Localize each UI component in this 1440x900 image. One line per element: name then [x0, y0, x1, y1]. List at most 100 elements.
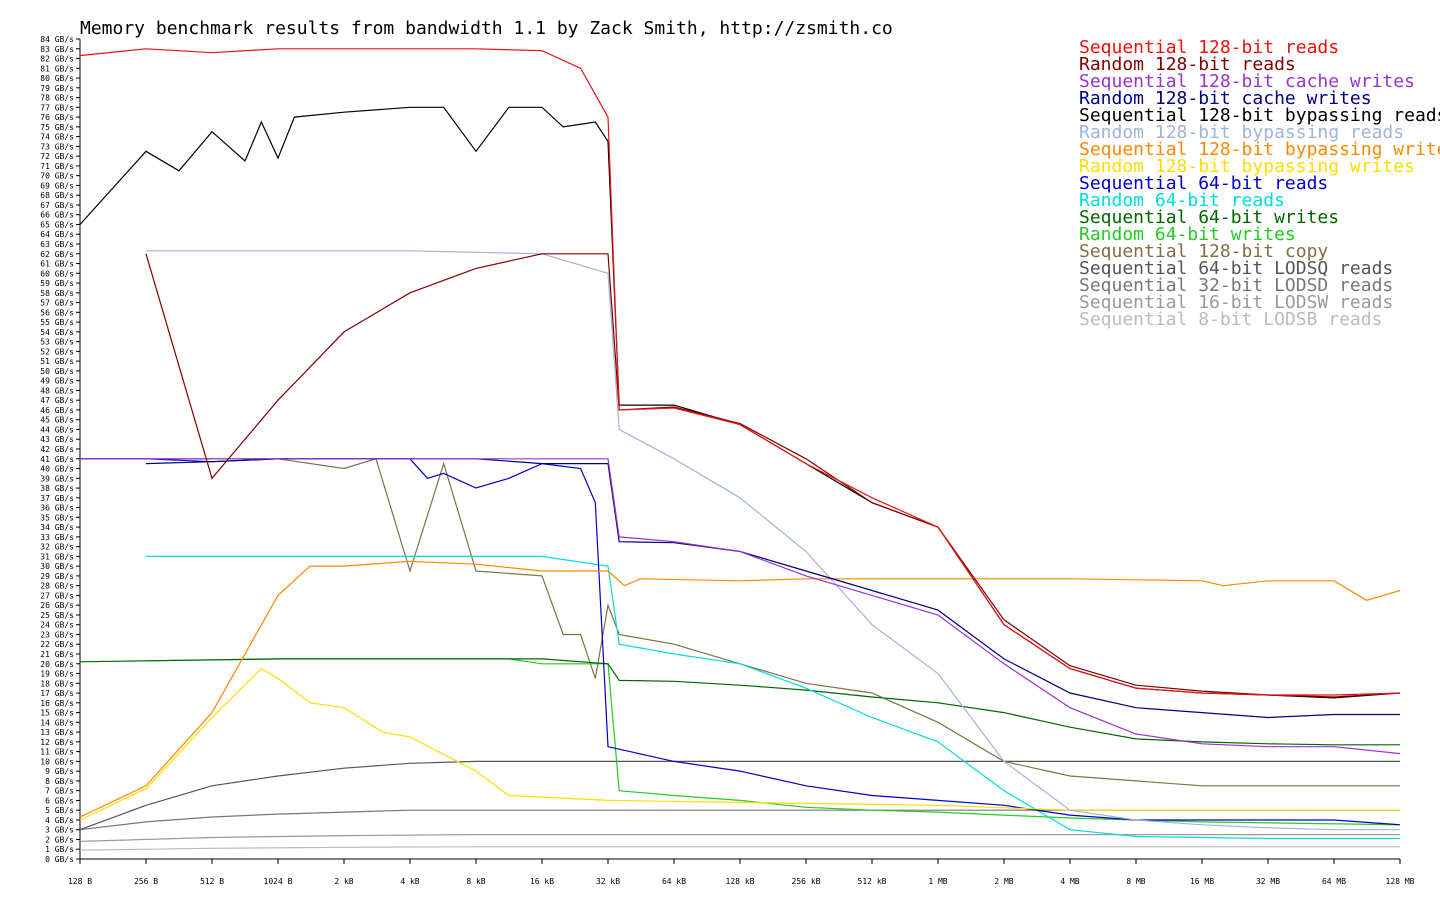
legend-entry-sequential-128-bit-cache-writes: Sequential 128-bit cache writes [1079, 71, 1415, 92]
y-tick-label: 55 GB/s [40, 318, 74, 327]
legend-entry-sequential-64-bit-lodsq-reads: Sequential 64-bit LODSQ reads [1079, 258, 1393, 279]
series-line-sequential-32-bit-lodsd-reads [79, 809, 1400, 831]
y-tick-label: 64 GB/s [40, 230, 74, 239]
x-tick-label: 64 kB [662, 877, 686, 886]
x-tick-label: 1024 B [264, 877, 293, 886]
y-tick-label: 69 GB/s [40, 181, 74, 190]
y-tick-label: 46 GB/s [40, 406, 74, 415]
series-line-sequential-64-bit-lodsq-reads [79, 760, 1400, 831]
y-tick-label: 37 GB/s [40, 494, 74, 503]
x-tick-label: 256 B [134, 877, 158, 886]
x-tick-label: 16 MB [1190, 877, 1214, 886]
x-tick-label: 512 B [200, 877, 224, 886]
y-tick-label: 34 GB/s [40, 523, 74, 532]
y-tick-label: 42 GB/s [40, 445, 74, 454]
chart-title: Memory benchmark results from bandwidth … [80, 18, 893, 39]
y-tick-label: 58 GB/s [40, 289, 74, 298]
y-tick-label: 39 GB/s [40, 474, 74, 483]
y-tick-label: 3 GB/s [45, 826, 74, 835]
series-line-random-128-bit-reads [145, 253, 1401, 698]
x-tick-label: 1 MB [928, 877, 947, 886]
y-tick-label: 75 GB/s [40, 123, 74, 132]
y-tick-label: 33 GB/s [40, 533, 74, 542]
y-tick-label: 20 GB/s [40, 660, 74, 669]
legend-entry-sequential-128-bit-reads: Sequential 128-bit reads [1079, 37, 1339, 58]
y-tick-label: 47 GB/s [40, 396, 74, 405]
y-tick-label: 27 GB/s [40, 591, 74, 600]
y-tick-label: 83 GB/s [40, 45, 74, 54]
y-tick-label: 22 GB/s [40, 640, 74, 649]
legend-entry-sequential-128-bit-copy: Sequential 128-bit copy [1079, 241, 1328, 262]
y-tick-label: 14 GB/s [40, 718, 74, 727]
series-line-sequential-64-bit-writes [79, 658, 1400, 746]
y-tick-label: 59 GB/s [40, 279, 74, 288]
y-tick-label: 80 GB/s [40, 74, 74, 83]
y-tick-label: 29 GB/s [40, 572, 74, 581]
x-tick-label: 32 MB [1256, 877, 1280, 886]
y-tick-label: 70 GB/s [40, 172, 74, 181]
x-tick-label: 8 MB [1126, 877, 1145, 886]
series-line-sequential-128-bit-bypassing-writes [79, 560, 1401, 818]
legend-entry-sequential-64-bit-reads: Sequential 64-bit reads [1079, 173, 1328, 194]
y-tick-label: 21 GB/s [40, 650, 74, 659]
y-tick-label: 35 GB/s [40, 513, 74, 522]
x-tick-label: 64 MB [1322, 877, 1346, 886]
series-lines [79, 48, 1401, 851]
x-tick-label: 2 kB [334, 877, 353, 886]
series-line-random-128-bit-bypassing-writes [79, 667, 1400, 821]
series-line-random-128-bit-bypassing-reads [146, 250, 1400, 831]
legend-entry-random-64-bit-reads: Random 64-bit reads [1079, 190, 1285, 211]
y-tick-label: 2 GB/s [45, 835, 74, 844]
x-tick-label: 2 MB [994, 877, 1013, 886]
y-tick-label: 7 GB/s [45, 787, 74, 796]
legend-entry-random-128-bit-cache-writes: Random 128-bit cache writes [1079, 88, 1372, 109]
y-tick-label: 74 GB/s [40, 133, 74, 142]
legend-entry-sequential-32-bit-lodsd-reads: Sequential 32-bit LODSD reads [1079, 275, 1393, 296]
y-tick-label: 50 GB/s [40, 367, 74, 376]
y-tick-label: 12 GB/s [40, 738, 74, 747]
y-tick-label: 30 GB/s [40, 562, 74, 571]
y-tick-label: 84 GB/s [40, 35, 74, 44]
y-tick-label: 41 GB/s [40, 455, 74, 464]
legend-entry-sequential-128-bit-bypassing-reads: Sequential 128-bit bypassing reads [1079, 105, 1440, 126]
y-tick-label: 17 GB/s [40, 689, 74, 698]
series-line-sequential-128-bit-reads [79, 48, 1401, 696]
y-tick-label: 25 GB/s [40, 611, 74, 620]
legend-entry-random-128-bit-bypassing-writes: Random 128-bit bypassing writes [1079, 156, 1415, 177]
y-tick-label: 82 GB/s [40, 55, 74, 64]
series-line-random-128-bit-cache-writes [145, 458, 1400, 719]
x-tick-label: 32 kB [596, 877, 620, 886]
x-tick-label: 8 kB [466, 877, 485, 886]
x-axis-ticks: 128 B 256 B 512 B 1024 B 2 kB 4 kB 8 kB 16 kB 32… [68, 859, 1415, 886]
legend-entry-sequential-8-bit-lodsb-reads: Sequential 8-bit LODSB reads [1079, 309, 1382, 330]
series-line-sequential-8-bit-lodsb-reads [79, 846, 1400, 851]
y-tick-label: 0 GB/s [45, 855, 74, 864]
legend-entry-random-128-bit-reads: Random 128-bit reads [1079, 54, 1296, 75]
y-tick-label: 23 GB/s [40, 630, 74, 639]
y-tick-label: 1 GB/s [45, 845, 74, 854]
y-tick-label: 60 GB/s [40, 269, 74, 278]
y-tick-label: 28 GB/s [40, 582, 74, 591]
legend-entry-random-128-bit-bypassing-reads: Random 128-bit bypassing reads [1079, 122, 1404, 143]
y-tick-label: 49 GB/s [40, 377, 74, 386]
series-line-random-64-bit-reads [146, 555, 1400, 840]
y-tick-label: 56 GB/s [40, 308, 74, 317]
y-tick-label: 8 GB/s [45, 777, 74, 786]
y-tick-label: 36 GB/s [40, 504, 74, 513]
y-tick-label: 57 GB/s [40, 299, 74, 308]
y-tick-label: 24 GB/s [40, 621, 74, 630]
y-tick-label: 13 GB/s [40, 728, 74, 737]
y-tick-label: 71 GB/s [40, 162, 74, 171]
y-tick-label: 52 GB/s [40, 347, 74, 356]
y-tick-label: 54 GB/s [40, 328, 74, 337]
y-tick-label: 65 GB/s [40, 220, 74, 229]
y-tick-label: 72 GB/s [40, 152, 74, 161]
y-axis-ticks: 0 GB/s1 GB/s2 GB/s3 GB/s4 GB/s5 GB/s6 GB… [40, 35, 80, 864]
legend-entry-sequential-16-bit-lodsw-reads: Sequential 16-bit LODSW reads [1079, 292, 1393, 313]
series-line-sequential-64-bit-reads [80, 458, 1401, 826]
y-tick-label: 62 GB/s [40, 250, 74, 259]
y-tick-label: 11 GB/s [40, 748, 74, 757]
y-tick-label: 40 GB/s [40, 465, 74, 474]
